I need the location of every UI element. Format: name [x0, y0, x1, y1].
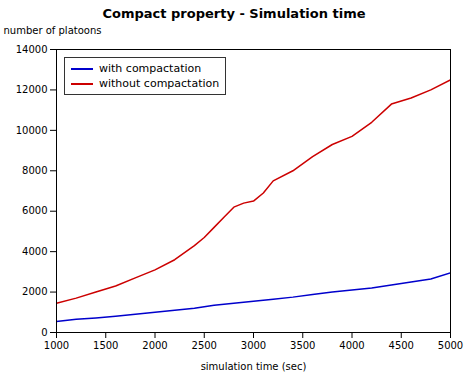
svg-text:5000: 5000: [438, 340, 463, 351]
svg-text:number of platoons: number of platoons: [4, 25, 102, 36]
svg-text:1500: 1500: [93, 340, 118, 351]
html-text:Compact property - Simulation: Compact property - Simulation time: [102, 6, 366, 21]
svg-text:14000: 14000: [16, 44, 48, 55]
svg-text:3500: 3500: [290, 340, 315, 351]
html-text:without compactation: without compactation: [99, 77, 220, 90]
svg-text:2000: 2000: [22, 286, 47, 297]
svg-text:10000: 10000: [16, 125, 48, 136]
html-text:with compactation: with compactation: [99, 62, 202, 75]
svg-text:1000: 1000: [44, 340, 69, 351]
svg-text:3000: 3000: [241, 340, 266, 351]
svg-text:0: 0: [41, 327, 47, 338]
svg-text:4500: 4500: [389, 340, 414, 351]
svg-text:4000: 4000: [339, 340, 364, 351]
svg-text:6000: 6000: [22, 205, 47, 216]
svg-text:2000: 2000: [142, 340, 167, 351]
svg-text:12000: 12000: [16, 84, 48, 95]
svg-text:2500: 2500: [192, 340, 217, 351]
svg-text:8000: 8000: [22, 165, 47, 176]
svg-text:simulation time (sec): simulation time (sec): [201, 361, 307, 372]
svg-text:4000: 4000: [22, 246, 47, 257]
